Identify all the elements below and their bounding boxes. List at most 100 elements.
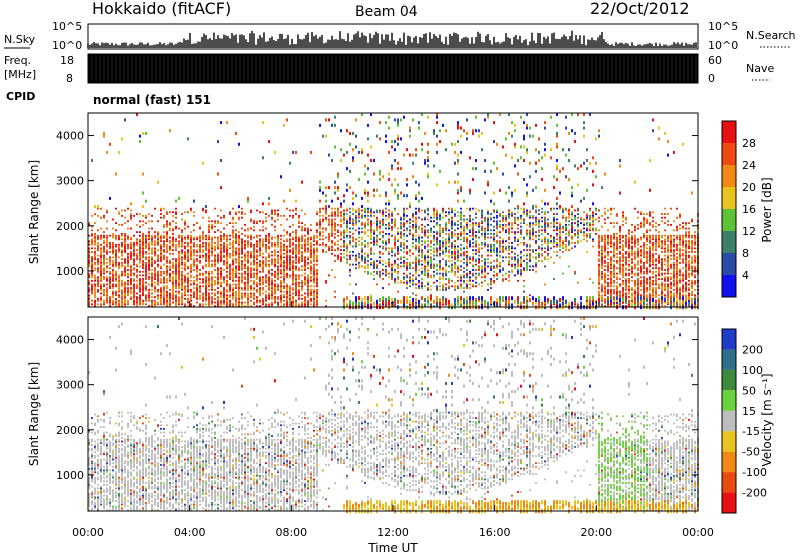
heatmap-cell (313, 263, 315, 266)
heatmap-cell (370, 263, 372, 266)
heatmap-cell (433, 305, 435, 307)
heatmap-cell (211, 252, 213, 255)
heatmap-cell (397, 270, 399, 273)
heatmap-cell (232, 207, 234, 210)
heatmap-cell (241, 213, 243, 215)
heatmap-cell (256, 297, 258, 300)
heatmap-cell (406, 220, 408, 223)
heatmap-cell (238, 301, 240, 304)
heatmap-cell (160, 288, 162, 291)
heatmap-cell (160, 292, 162, 295)
heatmap-cell (193, 258, 195, 261)
heatmap-cell (307, 267, 309, 270)
heatmap-cell (427, 223, 429, 226)
heatmap-cell (379, 238, 381, 241)
heatmap-cell (259, 299, 261, 302)
heatmap-cell (121, 303, 123, 306)
heatmap-cell (241, 216, 243, 219)
heatmap-cell (238, 287, 240, 289)
heatmap-cell (313, 269, 315, 271)
heatmap-cell (433, 220, 435, 223)
heatmap-cell (469, 270, 471, 273)
heatmap-cell (91, 288, 93, 291)
heatmap-cell (292, 243, 294, 246)
heatmap-cell (403, 245, 405, 248)
heatmap-cell (478, 272, 480, 275)
heatmap-cell (190, 231, 192, 234)
heatmap-cell (181, 251, 183, 253)
heatmap-cell (475, 211, 477, 214)
heatmap-cell (487, 220, 489, 223)
heatmap-cell (325, 194, 327, 198)
heatmap-cell (391, 183, 393, 187)
heatmap-cell (457, 180, 459, 184)
heatmap-cell (169, 269, 171, 271)
heatmap-cell (259, 245, 261, 248)
heatmap-cell (178, 299, 180, 302)
heatmap-cell (94, 252, 96, 255)
heatmap-cell (151, 234, 153, 237)
heatmap-cell (133, 296, 135, 298)
heatmap-cell (283, 303, 285, 306)
heatmap-cell (130, 213, 132, 215)
heatmap-cell (442, 229, 444, 232)
heatmap-cell (403, 261, 405, 264)
heatmap-cell (475, 213, 477, 215)
heatmap-cell (151, 265, 153, 268)
heatmap-cell (451, 207, 453, 210)
heatmap-cell (139, 258, 141, 261)
heatmap-cell (466, 287, 468, 289)
heatmap-cell (247, 287, 249, 289)
heatmap-cell (403, 216, 405, 219)
heatmap-cell (295, 243, 297, 246)
heatmap-cell (157, 270, 159, 273)
heatmap-cell (328, 245, 330, 248)
heatmap-cell (307, 261, 309, 264)
heatmap-cell (193, 229, 195, 232)
heatmap-cell (496, 233, 498, 235)
heatmap-cell (238, 292, 240, 295)
heatmap-cell (310, 236, 312, 239)
heatmap-cell (367, 153, 369, 157)
heatmap-cell (490, 216, 492, 219)
heatmap-cell (181, 294, 183, 297)
heatmap-cell (220, 301, 222, 304)
heatmap-cell (190, 269, 192, 271)
heatmap-cell (409, 281, 411, 284)
heatmap-cell (466, 223, 468, 226)
heatmap-cell (238, 279, 240, 282)
heatmap-cell (169, 265, 171, 268)
heatmap-cell (445, 269, 447, 271)
heatmap-cell (142, 299, 144, 302)
heatmap-cell (331, 211, 333, 214)
heatmap-cell (496, 247, 498, 250)
heatmap-cell (385, 191, 387, 195)
heatmap-cell (121, 258, 123, 261)
heatmap-cell (388, 214, 390, 217)
heatmap-cell (187, 137, 189, 141)
heatmap-cell (118, 243, 120, 246)
heatmap-cell (151, 261, 153, 264)
heatmap-cell (262, 261, 264, 264)
heatmap-cell (430, 265, 432, 268)
heatmap-cell (199, 294, 201, 297)
heatmap-cell (244, 278, 246, 280)
heatmap-cell (340, 129, 342, 133)
heatmap-cell (457, 123, 459, 127)
heatmap-cell (253, 303, 255, 306)
heatmap-cell (328, 118, 330, 122)
heatmap-cell (472, 207, 474, 210)
heatmap-cell (334, 186, 336, 190)
heatmap-cell (115, 301, 117, 304)
heatmap-cell (430, 242, 432, 244)
heatmap-cell (433, 267, 435, 270)
heatmap-cell (187, 251, 189, 253)
heatmap-cell (370, 207, 372, 210)
heatmap-cell (457, 159, 459, 163)
heatmap-cell (220, 236, 222, 239)
heatmap-cell (364, 188, 366, 192)
heatmap-cell (349, 254, 351, 257)
heatmap-cell (163, 279, 165, 282)
heatmap-cell (313, 238, 315, 241)
heatmap-cell (379, 225, 381, 228)
